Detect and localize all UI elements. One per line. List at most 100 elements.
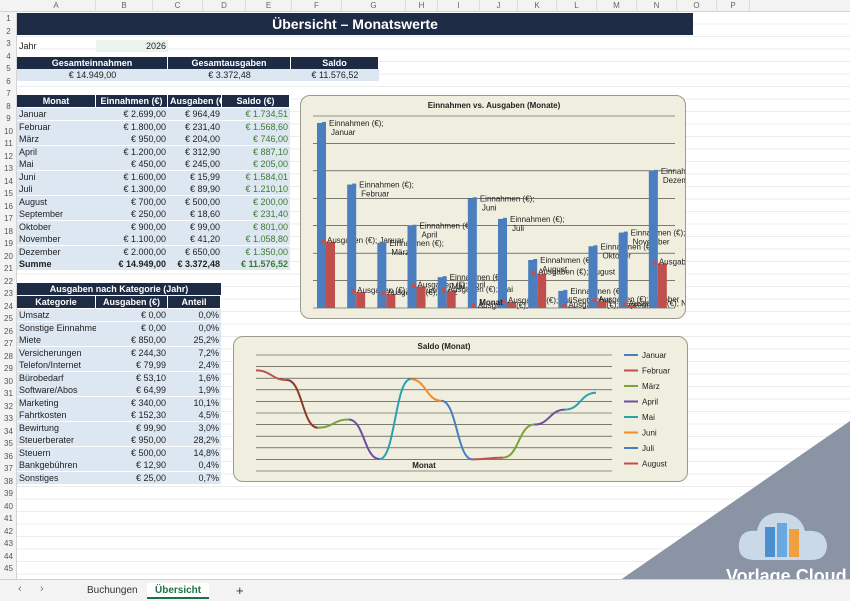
month-name[interactable]: Oktober [17, 220, 96, 233]
column-label[interactable]: O [677, 0, 717, 12]
row-label[interactable]: 27 [4, 339, 13, 348]
month-value[interactable]: € 15,99 [168, 170, 222, 183]
row-label[interactable]: 31 [4, 389, 13, 398]
month-value[interactable]: € 231,40 [222, 208, 290, 220]
tab-next-icon[interactable]: › [40, 583, 44, 595]
month-value[interactable]: € 2.000,00 [96, 245, 168, 258]
row-label[interactable]: 7 [6, 89, 11, 98]
row-label[interactable]: 24 [4, 301, 13, 311]
category-value[interactable]: 7,2% [168, 346, 221, 359]
month-name[interactable]: April [17, 145, 96, 158]
month-value[interactable]: € 18,60 [168, 208, 222, 220]
category-value[interactable]: € 0,00 [96, 321, 168, 334]
row-label[interactable]: 43 [4, 539, 13, 548]
category-value[interactable]: 1,6% [168, 371, 221, 384]
income-expense-chart[interactable]: Einnahmen vs. Ausgaben (Monate) Einnahmen… [300, 95, 686, 319]
row-label[interactable]: 22 [4, 276, 13, 286]
month-value[interactable]: € 41,20 [168, 233, 222, 245]
category-value[interactable]: € 152,30 [96, 409, 168, 421]
category-name[interactable]: Miete [17, 334, 96, 346]
category-value[interactable]: 10,1% [168, 396, 221, 409]
month-name[interactable]: Februar [17, 120, 96, 133]
column-label[interactable]: M [597, 0, 637, 12]
row-label[interactable]: 26 [4, 326, 13, 336]
category-name[interactable]: Bürobedarf [17, 371, 96, 384]
category-value[interactable]: 2,4% [168, 359, 221, 371]
month-value[interactable]: € 250,00 [96, 208, 168, 220]
category-value[interactable]: 28,2% [168, 434, 221, 446]
category-name[interactable]: Software/Abos [17, 384, 96, 396]
month-name[interactable]: August [17, 195, 96, 208]
tab-prev-icon[interactable]: ‹ [18, 583, 22, 595]
category-value[interactable]: € 53,10 [96, 371, 168, 384]
year-input[interactable]: 2026 [96, 40, 168, 52]
row-label[interactable]: 18 [4, 226, 13, 236]
row-label[interactable]: 15 [4, 189, 13, 198]
category-value[interactable]: € 950,00 [96, 434, 168, 446]
category-value[interactable]: 0,0% [168, 321, 221, 334]
category-name[interactable]: Sonstige Einnahmen [17, 321, 96, 334]
month-value[interactable]: € 1.800,00 [96, 120, 168, 133]
row-label[interactable]: 28 [4, 351, 13, 361]
tab-buchungen[interactable]: Buchungen [87, 585, 138, 596]
month-value[interactable]: € 312,90 [168, 145, 222, 158]
add-sheet-button[interactable]: + [236, 583, 244, 598]
category-name[interactable]: Bewirtung [17, 421, 96, 434]
row-label[interactable]: 5 [6, 64, 11, 73]
column-label[interactable]: K [518, 0, 557, 12]
row-label[interactable]: 34 [4, 426, 13, 436]
category-name[interactable]: Steuern [17, 446, 96, 459]
row-label[interactable]: 30 [4, 376, 13, 386]
column-label[interactable]: C [153, 0, 203, 12]
month-value[interactable]: € 1.100,00 [96, 233, 168, 245]
category-value[interactable]: 0,4% [168, 459, 221, 471]
column-label[interactable]: H [406, 0, 438, 12]
month-name[interactable]: Mai [17, 158, 96, 170]
row-label[interactable]: 37 [4, 464, 13, 473]
column-label[interactable]: N [637, 0, 677, 12]
category-name[interactable]: Sonstiges [17, 471, 96, 484]
row-label[interactable]: 25 [4, 314, 13, 323]
category-value[interactable]: 3,0% [168, 421, 221, 434]
column-label[interactable]: E [246, 0, 292, 12]
month-value[interactable]: € 99,00 [168, 220, 222, 233]
month-value[interactable]: € 205,00 [222, 158, 290, 170]
row-label[interactable]: 23 [4, 289, 13, 298]
column-label[interactable]: F [292, 0, 342, 12]
month-value[interactable]: € 200,00 [222, 195, 290, 208]
category-value[interactable]: € 0,00 [96, 309, 168, 321]
category-value[interactable]: 25,2% [168, 334, 221, 346]
column-label[interactable]: L [557, 0, 597, 12]
category-value[interactable]: € 244,30 [96, 346, 168, 359]
row-label[interactable]: 42 [4, 526, 13, 536]
row-label[interactable]: 14 [4, 176, 13, 186]
month-value[interactable]: € 650,00 [168, 245, 222, 258]
column-label[interactable]: J [480, 0, 518, 12]
month-value[interactable]: € 500,00 [168, 195, 222, 208]
month-value[interactable]: € 700,00 [96, 195, 168, 208]
month-value[interactable]: € 950,00 [96, 133, 168, 145]
month-value[interactable]: € 1.300,00 [96, 183, 168, 195]
month-value[interactable]: € 964,49 [168, 108, 222, 120]
category-value[interactable]: € 340,00 [96, 396, 168, 409]
month-value[interactable]: € 1.350,00 [222, 245, 290, 258]
category-value[interactable]: € 12,90 [96, 459, 168, 471]
month-value[interactable]: € 1.568,60 [222, 120, 290, 133]
row-label[interactable]: 1 [6, 14, 11, 23]
row-label[interactable]: 41 [4, 514, 13, 523]
row-label[interactable]: 19 [4, 239, 13, 248]
row-label[interactable]: 29 [4, 364, 13, 373]
month-value[interactable]: € 900,00 [96, 220, 168, 233]
month-value[interactable]: € 1.210,10 [222, 183, 290, 195]
column-label[interactable]: D [203, 0, 246, 12]
row-label[interactable]: 38 [4, 476, 13, 486]
row-label[interactable]: 11 [4, 139, 13, 148]
column-label[interactable]: G [342, 0, 406, 12]
row-label[interactable]: 3 [6, 39, 11, 48]
row-label[interactable]: 9 [6, 114, 11, 123]
category-value[interactable]: 1,9% [168, 384, 221, 396]
month-value[interactable]: € 1.734,51 [222, 108, 290, 120]
column-label[interactable]: P [717, 0, 750, 12]
month-value[interactable]: € 801,00 [222, 220, 290, 233]
month-name[interactable]: Juli [17, 183, 96, 195]
